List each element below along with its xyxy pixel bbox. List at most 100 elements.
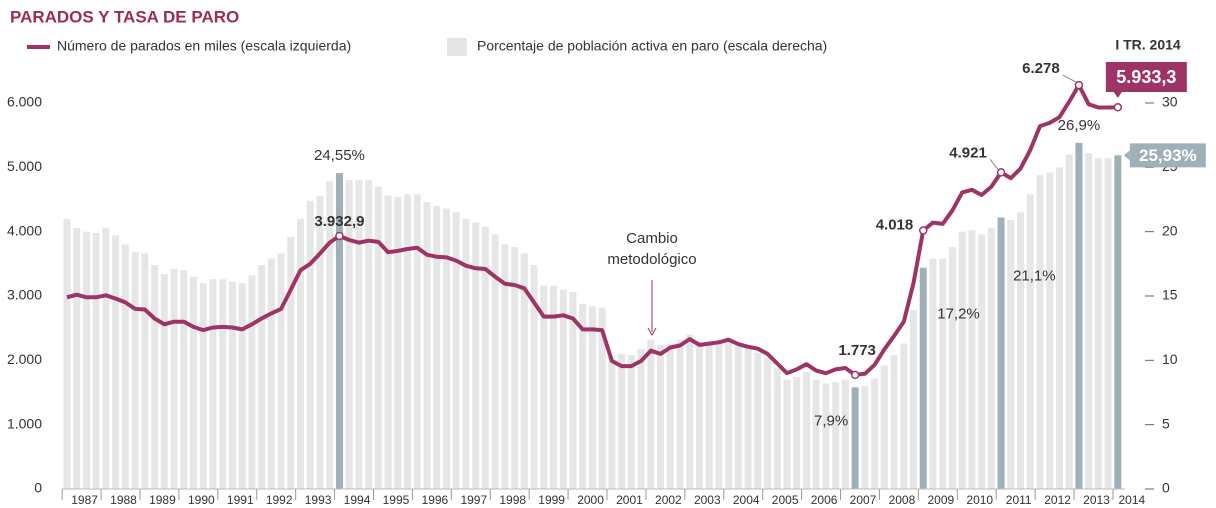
bar xyxy=(238,283,246,489)
x-tick-label: 2000 xyxy=(577,493,604,507)
bar xyxy=(199,283,207,489)
x-tick-label: 2010 xyxy=(966,493,993,507)
x-tick-label: 2008 xyxy=(889,493,916,507)
bar xyxy=(647,339,655,489)
x-tick-label: 1995 xyxy=(383,493,410,507)
bar xyxy=(462,218,470,490)
bar xyxy=(530,265,538,489)
bar xyxy=(1055,167,1063,490)
bar xyxy=(520,253,528,489)
bar xyxy=(267,258,275,489)
bar xyxy=(948,247,956,489)
bar xyxy=(793,377,801,489)
bar xyxy=(131,252,139,489)
y2-tick-label: 20 xyxy=(1162,222,1178,238)
y-tick-label: 4.000 xyxy=(7,222,42,238)
bar xyxy=(890,355,898,489)
bar xyxy=(209,279,217,489)
bar xyxy=(394,196,402,489)
bar xyxy=(832,382,840,489)
bar xyxy=(423,202,431,489)
bar xyxy=(472,222,480,489)
bar xyxy=(997,217,1005,489)
bar xyxy=(1085,153,1093,489)
x-tick-label: 1993 xyxy=(305,493,332,507)
bar xyxy=(112,235,120,489)
bar xyxy=(1007,220,1015,489)
value-label-box xyxy=(1105,62,1187,92)
y-tick-label: 6.000 xyxy=(7,94,42,110)
point-marker xyxy=(335,231,344,241)
x-tick-label: 2003 xyxy=(694,493,721,507)
value-label: 26,9% xyxy=(1058,117,1101,134)
bar xyxy=(725,341,733,489)
value-label: 5.933,3 xyxy=(1116,67,1176,87)
bar xyxy=(871,378,879,489)
bar xyxy=(413,194,421,490)
bar xyxy=(258,265,266,489)
bar xyxy=(1094,158,1102,490)
bar xyxy=(715,342,723,489)
x-tick-label: 1988 xyxy=(110,493,137,507)
chart-title: PARADOS Y TASA DE PARO xyxy=(10,7,239,26)
bar xyxy=(666,343,674,489)
bar xyxy=(695,342,703,489)
y-tick-label: 5.000 xyxy=(7,158,42,174)
bar xyxy=(365,180,373,489)
bar xyxy=(501,244,509,489)
bar xyxy=(773,368,781,489)
bar xyxy=(900,343,908,489)
bar xyxy=(588,306,596,489)
bar xyxy=(618,353,626,489)
bar xyxy=(598,307,606,489)
bar xyxy=(627,355,635,489)
bar xyxy=(452,212,460,490)
leader-line xyxy=(1062,74,1077,83)
bar xyxy=(511,247,519,489)
y-tick-label: 2.000 xyxy=(7,351,42,367)
bar xyxy=(102,227,110,490)
value-label: 21,1% xyxy=(1013,267,1056,284)
bar xyxy=(812,379,820,489)
leader-line xyxy=(989,159,999,170)
bar xyxy=(705,343,713,489)
bar xyxy=(384,195,392,489)
bar xyxy=(316,195,324,489)
bar xyxy=(355,180,363,489)
bar xyxy=(433,205,441,489)
bar xyxy=(550,285,557,489)
bar xyxy=(637,348,645,489)
value-label: 24,55% xyxy=(314,147,365,164)
bar xyxy=(306,200,314,490)
annotation-arrowhead xyxy=(647,327,657,337)
legend-label: Porcentaje de población activa en paro (… xyxy=(477,38,827,54)
bar xyxy=(910,310,918,489)
point-marker xyxy=(996,168,1006,177)
bar xyxy=(141,253,149,489)
value-label: 7,9% xyxy=(814,412,848,429)
bar xyxy=(880,365,888,489)
value-label: 6.278 xyxy=(1022,60,1060,77)
bar xyxy=(63,218,71,490)
x-tick-label: 2004 xyxy=(733,493,760,507)
x-tick-label: 1989 xyxy=(149,493,176,507)
bar xyxy=(189,276,197,489)
bar xyxy=(802,371,810,489)
bar xyxy=(744,348,752,489)
bar xyxy=(841,379,849,489)
x-tick-label: 1997 xyxy=(460,493,487,507)
bar xyxy=(1065,154,1073,489)
bar xyxy=(676,339,684,489)
bar xyxy=(657,344,665,489)
bar xyxy=(151,265,159,489)
x-tick-label: 2007 xyxy=(850,493,877,507)
x-tick-label: 1994 xyxy=(344,493,371,507)
value-label: 3.932,9 xyxy=(314,213,364,230)
bar xyxy=(73,227,81,490)
bar xyxy=(374,186,382,489)
bar xyxy=(958,231,966,489)
point-marker xyxy=(1113,103,1123,112)
period-label: I TR. 2014 xyxy=(1115,37,1181,53)
bar xyxy=(219,279,227,489)
bar xyxy=(442,208,450,489)
